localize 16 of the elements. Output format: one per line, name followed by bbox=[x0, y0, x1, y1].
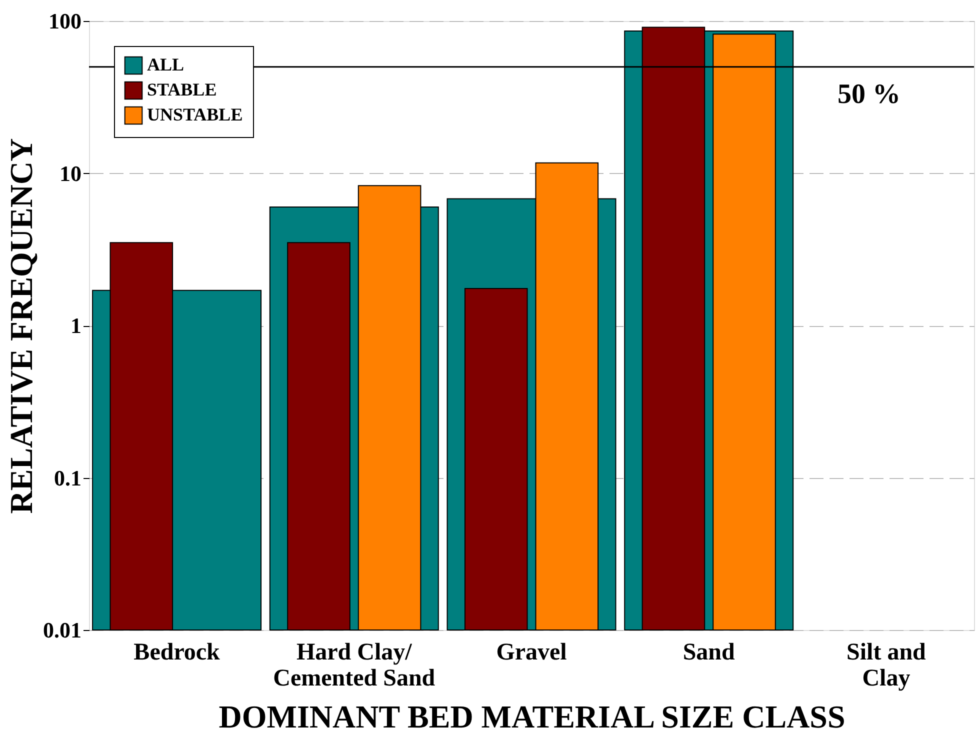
legend-label: STABLE bbox=[147, 80, 217, 100]
y-axis-title: RELATIVE FREQUENCY bbox=[3, 138, 39, 514]
y-tick-label: 1 bbox=[70, 313, 82, 338]
x-tick-label: Hard Clay/ Cemented Sand bbox=[273, 640, 436, 692]
y-tick-label: 0.1 bbox=[54, 465, 82, 490]
x-axis-title: DOMINANT BED MATERIAL SIZE CLASS bbox=[218, 698, 846, 734]
y-tick-label: 0.01 bbox=[43, 618, 82, 642]
y-tick-label: 10 bbox=[60, 160, 82, 186]
x-tick-label: Silt and Clay bbox=[846, 640, 927, 692]
ref-line-label: 50 % bbox=[838, 78, 900, 110]
legend-label: UNSTABLE bbox=[147, 104, 243, 124]
x-tick-label: Gravel bbox=[496, 640, 568, 666]
x-tick-label: Sand bbox=[682, 640, 736, 666]
legend-label: ALL bbox=[147, 54, 184, 74]
y-tick-label: 100 bbox=[48, 8, 82, 34]
x-tick-label: Bedrock bbox=[134, 640, 221, 666]
